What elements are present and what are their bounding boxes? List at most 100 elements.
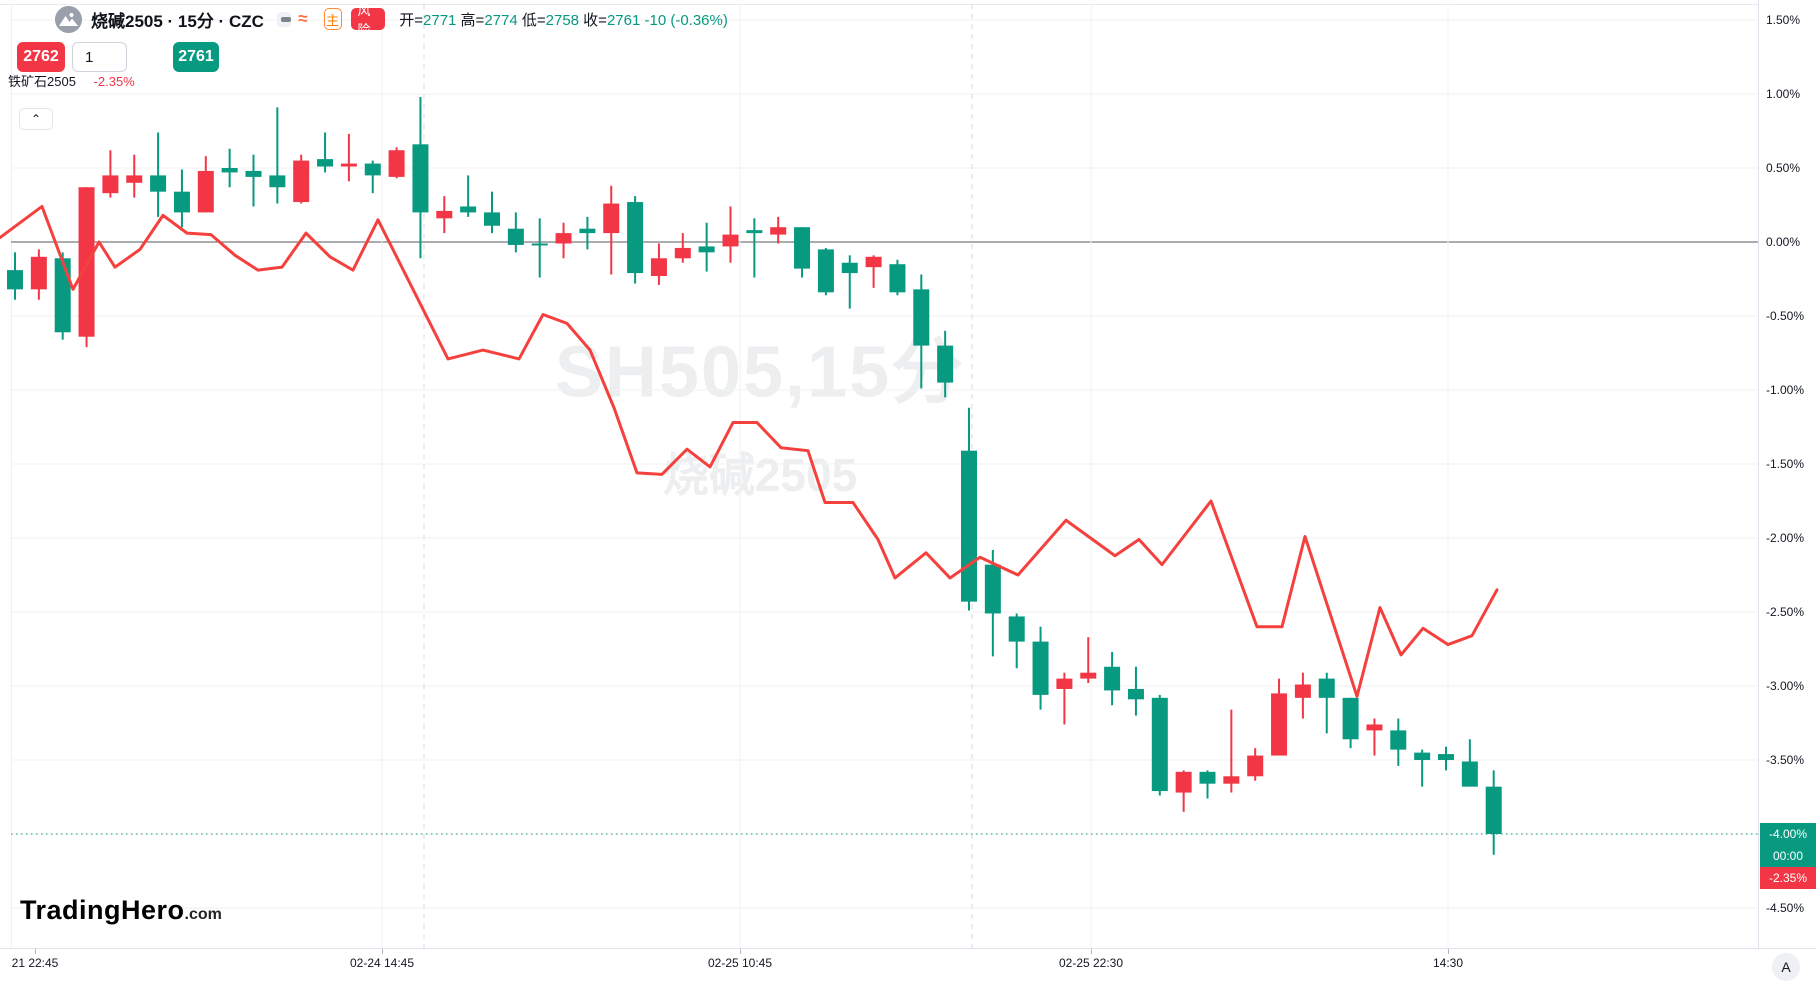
collapse-panel-button[interactable]: ⌃ — [19, 108, 53, 130]
symbol-title[interactable]: 烧碱2505 · 15分 · CZC — [91, 11, 264, 31]
candle-body — [340, 163, 357, 167]
candle-body — [1438, 754, 1454, 760]
countdown-badge: 00:00 — [1760, 845, 1816, 867]
overlay-instrument-change: -2.35% — [93, 74, 135, 89]
candle-body — [603, 203, 620, 234]
candle-body — [460, 206, 477, 213]
ohlc-change: -10 (-0.36%) — [640, 11, 728, 29]
candle-body — [913, 289, 930, 346]
candle-body — [1199, 771, 1216, 784]
candle-body — [1271, 693, 1288, 756]
quote-row: 2762 2761 — [17, 42, 219, 72]
candle-body — [436, 210, 453, 219]
time-axis-tick — [382, 949, 383, 954]
candle-body — [1485, 786, 1502, 834]
candle-body — [841, 262, 858, 274]
price-axis-label: -1.50% — [1766, 457, 1805, 471]
candle-body — [1223, 776, 1240, 784]
time-axis-tick — [1091, 949, 1092, 954]
time-axis-label: 14:30 — [1432, 956, 1464, 970]
buy-price-button[interactable]: 2761 — [173, 42, 219, 72]
candle-body — [1175, 771, 1192, 793]
main-contract-badge[interactable]: 主 — [323, 8, 342, 30]
candle-body — [961, 450, 977, 602]
candle-body — [865, 256, 882, 268]
price-axis-label: 1.50% — [1766, 13, 1801, 27]
time-axis-tick — [740, 949, 741, 954]
candle-body — [150, 175, 167, 192]
price-axis-label: -1.00% — [1766, 383, 1805, 397]
quantity-input[interactable] — [72, 42, 127, 72]
candle-body — [794, 227, 811, 269]
symbol-logo-icon[interactable] — [55, 5, 82, 33]
time-axis-tick — [35, 949, 36, 954]
visibility-toggle-icon[interactable] — [276, 11, 292, 27]
price-axis-label: 1.00% — [1766, 87, 1801, 101]
candlestick-chart[interactable] — [0, 0, 1758, 948]
candle-body — [984, 564, 1001, 614]
candle-body — [1151, 697, 1168, 792]
ohlc-label: 开= — [399, 11, 424, 29]
candle-body — [388, 150, 405, 177]
pane-left-border — [11, 4, 12, 948]
price-axis-label: -3.50% — [1766, 753, 1805, 767]
price-axis-label: 0.50% — [1766, 161, 1801, 175]
candle-body — [698, 246, 715, 253]
candle-body — [245, 170, 262, 177]
candle-body — [1414, 752, 1431, 760]
candle-body — [579, 228, 596, 234]
candle-body — [269, 175, 286, 188]
time-axis-tick — [1448, 949, 1449, 954]
candle-body — [889, 264, 906, 293]
candle-body — [817, 249, 834, 293]
overlay-instrument-name: 铁矿石2505 — [8, 74, 76, 89]
candle-body — [1294, 684, 1311, 698]
candle-body — [364, 163, 381, 176]
approx-icon[interactable]: ≈ — [298, 9, 308, 28]
candle-body — [54, 258, 71, 333]
candle-body — [197, 170, 214, 213]
candle-body — [507, 228, 524, 245]
candle-body — [1032, 641, 1049, 695]
ohlc-label: 低= — [517, 11, 546, 29]
risk-badge[interactable]: 风险 — [350, 3, 386, 37]
candle-body — [674, 247, 691, 259]
overlay-line-series — [0, 204, 1499, 698]
candle-body — [1366, 724, 1383, 731]
time-axis[interactable]: A 21 22:45 02-24 14:45 02-25 10:45 02-25 22… — [0, 948, 1816, 984]
candle-body — [102, 175, 119, 194]
ohlc-values: 开=2771 高=2774 低=2758 收=2761 -10 (-0.36%) — [399, 9, 728, 30]
candle-body — [1127, 688, 1144, 700]
price-axis-label: -2.50% — [1766, 605, 1805, 619]
ohlc-value: 2758 — [545, 11, 580, 29]
ohlc-value: 2774 — [484, 11, 518, 29]
ohlc-value: 2771 — [423, 11, 457, 29]
candle-body — [484, 212, 500, 226]
candle-body — [1104, 666, 1121, 691]
candle-body — [650, 258, 667, 277]
candle-body — [317, 159, 334, 167]
candle-body — [555, 233, 572, 244]
candle-body — [1008, 616, 1025, 642]
price-axis-label: -3.00% — [1766, 679, 1805, 693]
auto-scale-button[interactable]: A — [1772, 953, 1800, 981]
price-axis-label: -0.50% — [1766, 309, 1805, 323]
candle-body — [221, 168, 238, 173]
candle-body — [937, 345, 954, 383]
overlay-instrument-row[interactable]: 铁矿石2505 -2.35% — [8, 71, 135, 90]
price-axis[interactable]: 1.50% 1.00% 0.50% 0.00% -0.50% -1.00% -1.50% -2… — [1758, 0, 1816, 948]
candle-body — [293, 160, 310, 203]
candle-body — [412, 144, 429, 213]
candle-body — [7, 270, 23, 290]
price-axis-label: 0.00% — [1766, 235, 1801, 249]
candle-body — [627, 202, 644, 274]
time-axis-label: 02-25 10:45 — [707, 956, 773, 970]
candle-body — [1342, 697, 1359, 740]
candle-body — [126, 175, 143, 183]
time-axis-label: 21 22:45 — [11, 956, 59, 970]
candle-body — [1390, 730, 1407, 750]
candle-body — [746, 230, 763, 234]
tradinghero-logo: TradingHero.com — [20, 895, 222, 925]
sell-price-button[interactable]: 2762 — [17, 42, 65, 72]
